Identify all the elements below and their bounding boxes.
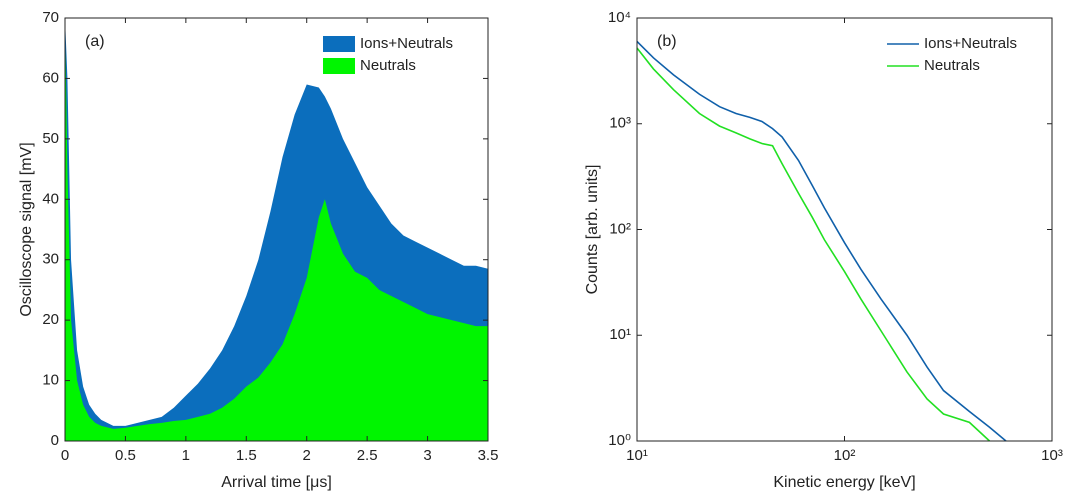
y-axis-label: Oscilloscope signal [mV] <box>18 142 35 316</box>
x-tick-label: 3 <box>423 447 431 464</box>
line <box>636 47 991 442</box>
y-tick-label: 60 <box>42 69 59 86</box>
x-tick-label: 2 <box>303 447 311 464</box>
x-tick-label: 1 <box>182 447 190 464</box>
x-tick-label: 0.5 <box>115 447 136 464</box>
x-tick-label: 10² <box>834 447 856 464</box>
y-tick-label: 70 <box>42 9 59 26</box>
x-tick-label: 1.5 <box>236 447 257 464</box>
axes-frame <box>64 17 489 442</box>
y-tick-label: 50 <box>42 130 59 147</box>
y-tick-label: 10⁰ <box>608 432 631 449</box>
panel-label: (a) <box>85 33 105 50</box>
x-tick-label: 10¹ <box>626 447 648 464</box>
legend-label: Neutrals <box>924 57 980 74</box>
x-axis-label: Arrival time [μs] <box>221 474 332 491</box>
panel-label: (b) <box>657 33 677 50</box>
legend-swatch <box>323 36 355 52</box>
legend-label: Ions+Neutrals <box>360 35 453 52</box>
y-tick-label: 10¹ <box>609 326 631 343</box>
line <box>636 40 1007 442</box>
y-tick-label: 30 <box>42 251 59 268</box>
y-axis-label: Counts [arb. units] <box>584 165 601 295</box>
y-tick-label: 40 <box>42 190 59 207</box>
x-axis-label: Kinetic energy [keV] <box>773 474 915 491</box>
area <box>65 18 488 441</box>
legend-label: Ions+Neutrals <box>924 35 1017 52</box>
x-tick-label: 10³ <box>1041 447 1063 464</box>
x-tick-label: 2.5 <box>357 447 378 464</box>
y-tick-label: 0 <box>51 432 59 449</box>
legend-swatch <box>323 58 355 74</box>
panel: 0 0.5 1 1.5 2 2.5 3 3.5 0 10 20 30 40 50 60 70 Arrival t… <box>18 9 498 491</box>
axes-frame <box>636 17 1053 442</box>
y-tick-label: 10² <box>609 220 631 237</box>
x-tick-label: 0 <box>61 447 69 464</box>
y-tick-label: 10³ <box>609 115 631 132</box>
y-tick-label: 10 <box>42 372 59 389</box>
legend-label: Neutrals <box>360 57 416 74</box>
y-tick-label: 10⁴ <box>608 9 631 26</box>
y-tick-label: 20 <box>42 311 59 328</box>
x-tick-label: 3.5 <box>478 447 499 464</box>
